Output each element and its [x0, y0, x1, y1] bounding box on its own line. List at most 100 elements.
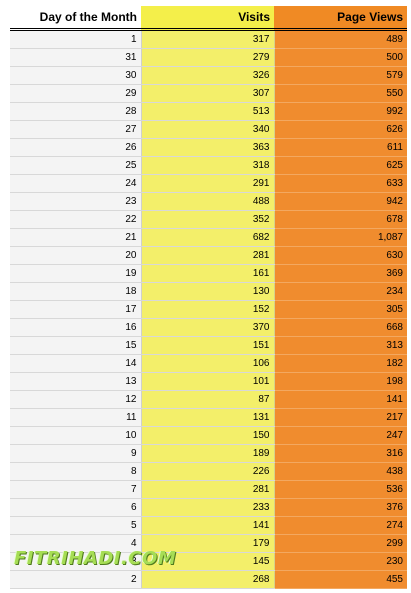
cell-day: 23: [10, 192, 142, 211]
table-row: 29 307 550: [10, 84, 407, 103]
cell-page-views: 625: [274, 156, 407, 175]
cell-day: 8: [10, 462, 142, 481]
cell-day: 27: [10, 120, 142, 139]
cell-page-views: 376: [274, 498, 407, 517]
cell-day: 13: [10, 372, 142, 391]
table-row: 1 317 489: [10, 29, 407, 49]
header-page-views[interactable]: Page Views: [274, 6, 407, 31]
cell-page-views: 234: [274, 282, 407, 301]
cell-page-views: 247: [274, 426, 407, 445]
cell-day: 30: [10, 66, 142, 85]
cell-page-views: 305: [274, 300, 407, 319]
table-row: 7 281 536: [10, 480, 407, 499]
cell-page-views: 141: [274, 390, 407, 409]
cell-day: 28: [10, 102, 142, 121]
cell-page-views: 182: [274, 354, 407, 373]
cell-day: 24: [10, 174, 142, 193]
cell-day: 12: [10, 390, 142, 409]
cell-visits: 150: [141, 426, 275, 445]
table-row: 22 352 678: [10, 210, 407, 229]
cell-visits: 370: [141, 318, 275, 337]
cell-day: 11: [10, 408, 142, 427]
cell-day: 26: [10, 138, 142, 157]
table-row: 3 145 230: [10, 552, 407, 571]
cell-page-views: 455: [274, 570, 407, 589]
table-row: 2 268 455: [10, 570, 407, 589]
cell-visits: 106: [141, 354, 275, 373]
table-header: Day of the Month Visits Page Views: [10, 6, 407, 31]
cell-page-views: 274: [274, 516, 407, 535]
cell-visits: 87: [141, 390, 275, 409]
cell-page-views: 536: [274, 480, 407, 499]
cell-day: 21: [10, 228, 142, 247]
cell-page-views: 230: [274, 552, 407, 571]
table-row: 24 291 633: [10, 174, 407, 193]
cell-page-views: 550: [274, 84, 407, 103]
table-row: 15 151 313: [10, 336, 407, 355]
cell-visits: 281: [141, 480, 275, 499]
cell-day: 2: [10, 570, 142, 589]
cell-page-views: 500: [274, 48, 407, 67]
cell-page-views: 299: [274, 534, 407, 553]
cell-page-views: 992: [274, 102, 407, 121]
table-row: 27 340 626: [10, 120, 407, 139]
table-body: 1 317 489 31 279 500 30 326 579 29 307 550 28 513 992 2…: [10, 29, 407, 589]
cell-visits: 151: [141, 336, 275, 355]
cell-day: 9: [10, 444, 142, 463]
cell-visits: 141: [141, 516, 275, 535]
cell-visits: 352: [141, 210, 275, 229]
cell-visits: 307: [141, 84, 275, 103]
cell-visits: 268: [141, 570, 275, 589]
table-row: 4 179 299: [10, 534, 407, 553]
cell-page-views: 626: [274, 120, 407, 139]
table-row: 17 152 305: [10, 300, 407, 319]
cell-day: 16: [10, 318, 142, 337]
table-row: 10 150 247: [10, 426, 407, 445]
table-row: 13 101 198: [10, 372, 407, 391]
cell-page-views: 668: [274, 318, 407, 337]
cell-page-views: 369: [274, 264, 407, 283]
cell-visits: 682: [141, 228, 275, 247]
stats-table: Day of the Month Visits Page Views 1 317 4…: [10, 6, 407, 589]
cell-page-views: 611: [274, 138, 407, 157]
table-row: 28 513 992: [10, 102, 407, 121]
cell-visits: 488: [141, 192, 275, 211]
cell-page-views: 630: [274, 246, 407, 265]
cell-visits: 130: [141, 282, 275, 301]
cell-visits: 152: [141, 300, 275, 319]
cell-day: 18: [10, 282, 142, 301]
header-visits[interactable]: Visits: [141, 6, 274, 31]
table-row: 6 233 376: [10, 498, 407, 517]
cell-visits: 279: [141, 48, 275, 67]
table-row: 11 131 217: [10, 408, 407, 427]
table-row: 30 326 579: [10, 66, 407, 85]
cell-page-views: 489: [274, 29, 407, 49]
cell-visits: 281: [141, 246, 275, 265]
cell-day: 3: [10, 552, 142, 571]
cell-day: 1: [10, 29, 142, 49]
cell-visits: 363: [141, 138, 275, 157]
cell-visits: 145: [141, 552, 275, 571]
cell-page-views: 438: [274, 462, 407, 481]
header-day-of-month[interactable]: Day of the Month: [10, 6, 141, 31]
cell-visits: 226: [141, 462, 275, 481]
cell-visits: 513: [141, 102, 275, 121]
cell-day: 31: [10, 48, 142, 67]
table-row: 20 281 630: [10, 246, 407, 265]
cell-visits: 131: [141, 408, 275, 427]
table-row: 25 318 625: [10, 156, 407, 175]
cell-day: 22: [10, 210, 142, 229]
cell-day: 10: [10, 426, 142, 445]
table-row: 19 161 369: [10, 264, 407, 283]
table-row: 16 370 668: [10, 318, 407, 337]
cell-page-views: 198: [274, 372, 407, 391]
cell-visits: 291: [141, 174, 275, 193]
table-row: 9 189 316: [10, 444, 407, 463]
cell-day: 25: [10, 156, 142, 175]
cell-page-views: 316: [274, 444, 407, 463]
table-row: 14 106 182: [10, 354, 407, 373]
cell-day: 4: [10, 534, 142, 553]
cell-visits: 326: [141, 66, 275, 85]
table-row: 21 682 1,087: [10, 228, 407, 247]
cell-visits: 340: [141, 120, 275, 139]
